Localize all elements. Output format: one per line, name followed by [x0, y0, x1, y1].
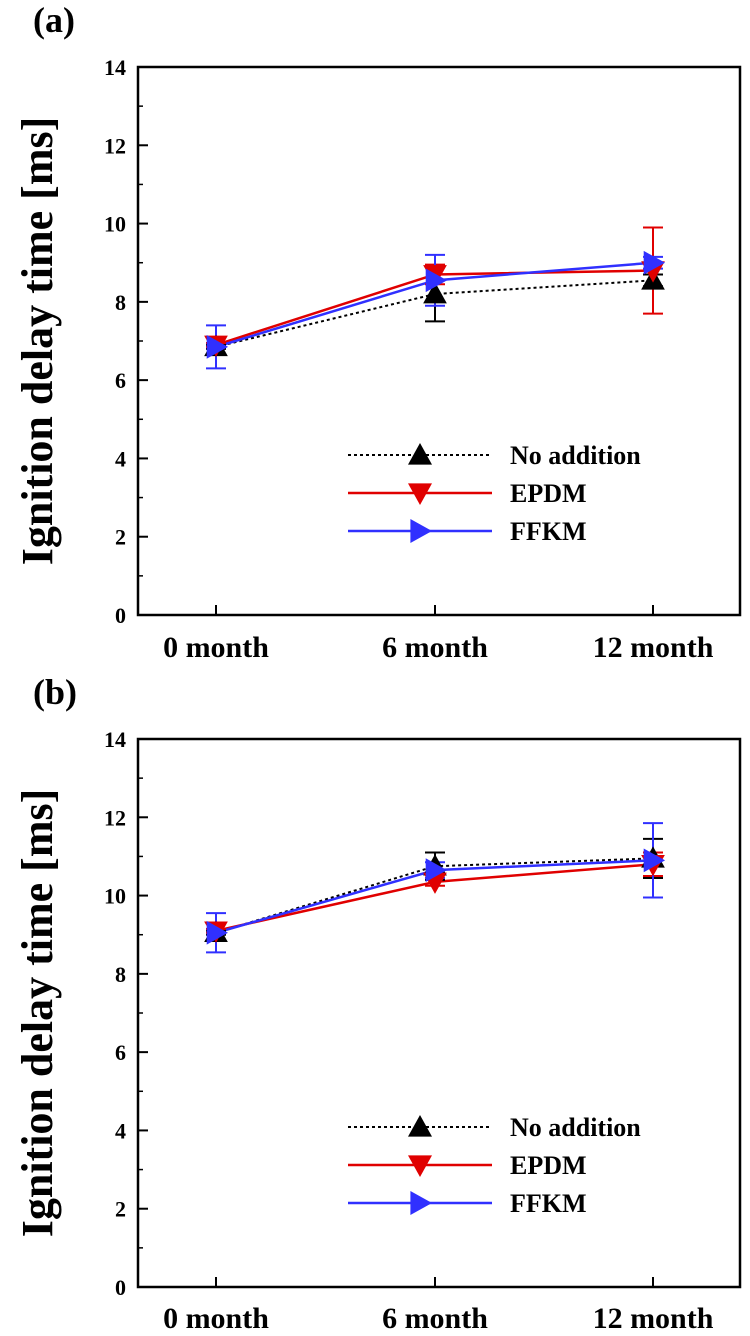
data-point	[425, 858, 448, 882]
y-tick-label: 14	[104, 55, 126, 80]
y-tick-label: 10	[104, 884, 126, 909]
y-tick-label: 2	[115, 1197, 126, 1222]
data-point	[206, 335, 229, 359]
x-tick-label: 0 month	[163, 631, 269, 664]
y-tick-label: 2	[115, 525, 126, 550]
y-tick-label: 4	[115, 1118, 126, 1143]
data-point	[206, 920, 229, 945]
y-tick-label: 14	[104, 727, 126, 752]
x-tick-label: 6 month	[382, 1302, 488, 1335]
legend-label: No addition	[510, 441, 641, 470]
y-tick-label: 0	[115, 1275, 126, 1300]
panel-label: (b)	[33, 672, 77, 712]
legend-marker	[408, 443, 432, 465]
chart-panel-2: (b) 0 2 4 6 8 10 12 14 0 month 6 month 12 month Igni…	[13, 672, 742, 1335]
y-tick-label: 0	[115, 603, 126, 628]
x-tick-label: 12 month	[593, 1302, 714, 1335]
y-axis-label: Ignition delay time [ms]	[13, 117, 62, 566]
legend-label: No addition	[510, 1113, 641, 1142]
x-tick-label: 6 month	[382, 631, 488, 664]
data-point	[643, 250, 666, 275]
legend-label: EPDM	[510, 479, 587, 508]
chart-panel-1: (a) 0 2 4 6 8 10 12 14 0 month 6 month 12 month Igni…	[13, 0, 742, 664]
legend-marker	[408, 1155, 432, 1177]
y-axis-label: Ignition delay time [ms]	[13, 789, 62, 1238]
x-tick-label: 0 month	[163, 1302, 269, 1335]
legend-marker	[408, 483, 432, 505]
legend-marker	[410, 519, 432, 543]
legend-marker	[408, 1115, 432, 1137]
plot-frame	[136, 737, 742, 1289]
y-tick-label: 8	[115, 290, 126, 315]
legend-label: FFKM	[510, 517, 587, 546]
y-tick-label: 4	[115, 446, 126, 471]
y-tick-label: 12	[104, 133, 126, 158]
data-point	[425, 268, 448, 293]
y-tick-label: 6	[115, 368, 126, 393]
legend-label: FFKM	[510, 1189, 587, 1218]
data-point	[643, 848, 666, 873]
y-tick-label: 6	[115, 1040, 126, 1065]
data-point	[423, 281, 447, 304]
y-tick-label: 10	[104, 212, 126, 237]
legend-marker	[410, 1191, 432, 1215]
y-tick-label: 8	[115, 962, 126, 987]
legend-label: EPDM	[510, 1151, 587, 1180]
y-tick-label: 12	[104, 805, 126, 830]
panel-label: (a)	[33, 0, 75, 40]
x-tick-label: 12 month	[593, 631, 714, 664]
